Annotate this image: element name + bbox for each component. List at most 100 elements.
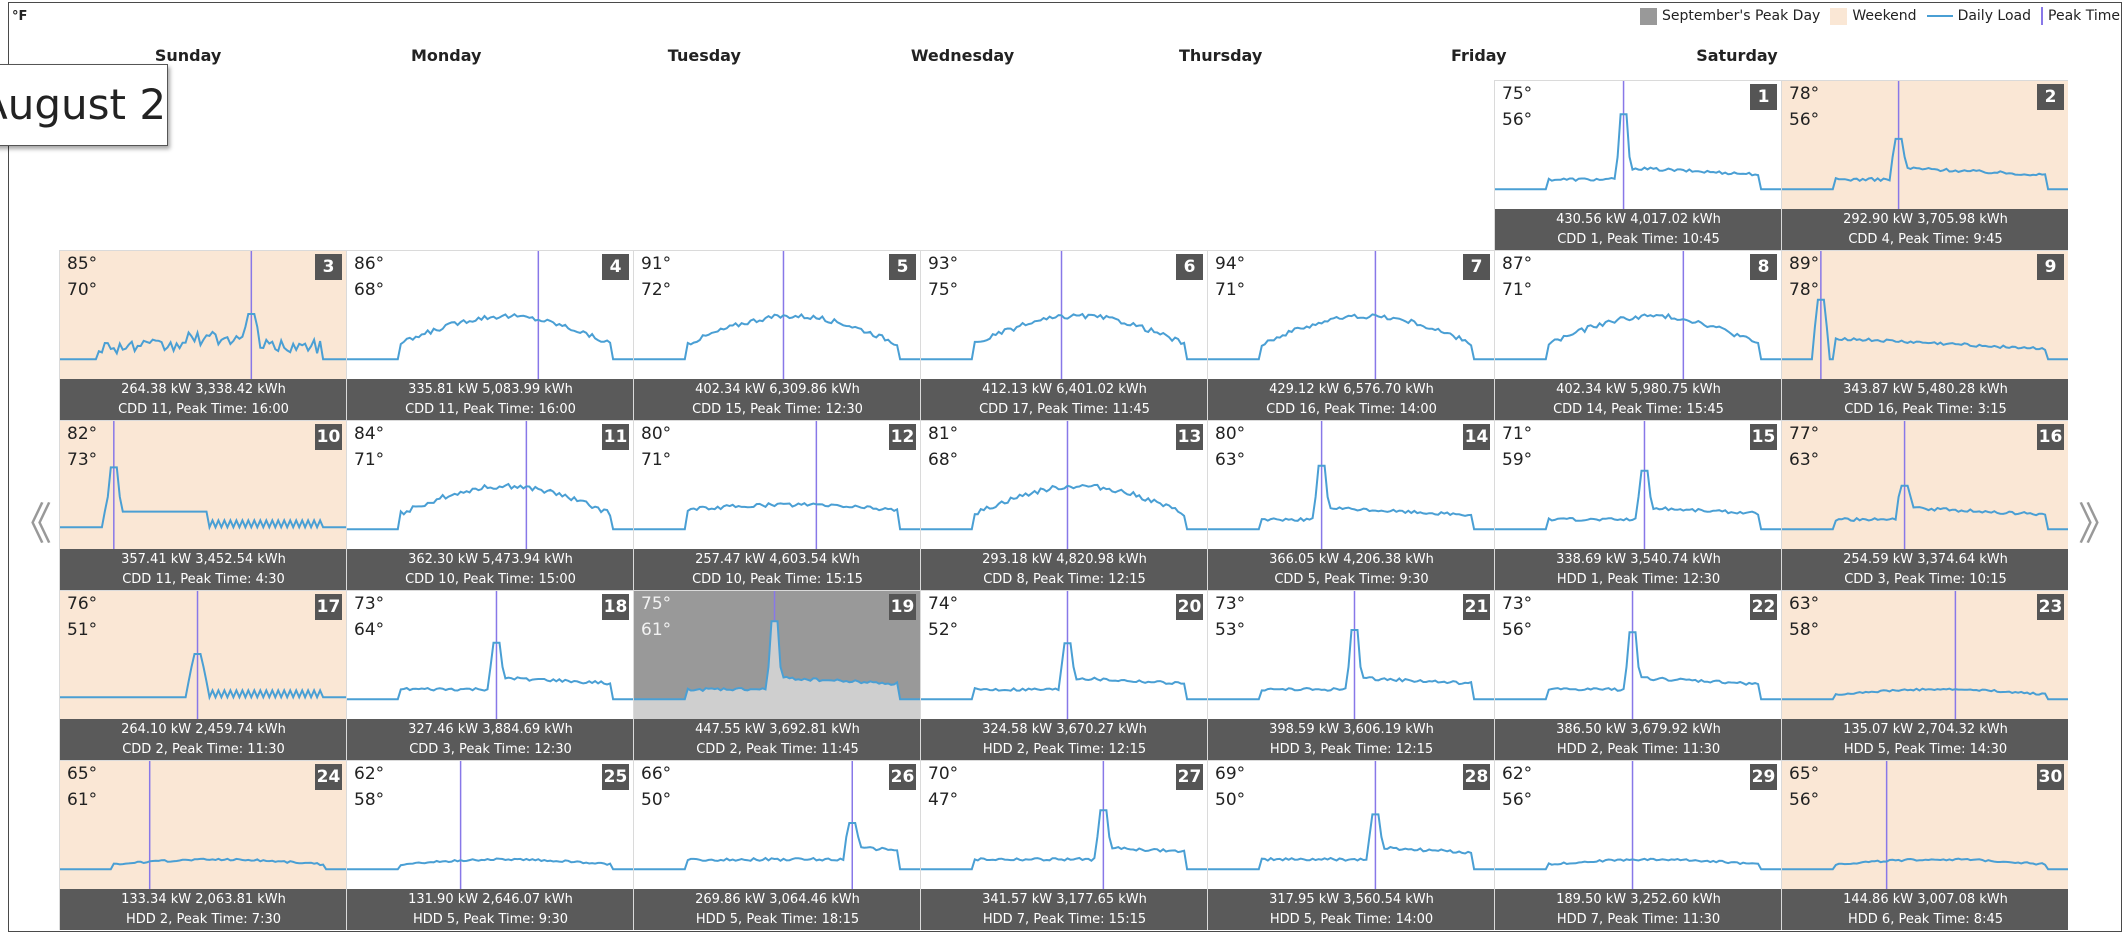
legend-item-september-s-peak-day: September's Peak Day xyxy=(1640,7,1820,25)
day-chart-area xyxy=(347,591,633,719)
day-summary: 335.81 kW 5,083.99 kWh CDD 11, Peak Time:… xyxy=(347,379,633,420)
day-cell[interactable]: 75° 61° 19 447.55 kW 3,692.81 kWh CDD 2, Pea… xyxy=(633,590,920,760)
day-cell[interactable]: 73° 64° 18 327.46 kW 3,884.69 kWh CDD 3, Pea… xyxy=(346,590,633,760)
load-summary: 447.55 kW 3,692.81 kWh xyxy=(695,722,860,737)
daily-load-line xyxy=(1208,629,1494,701)
daily-load-chart xyxy=(1495,761,1781,889)
high-temperature: 66° xyxy=(641,764,672,784)
day-chart-area xyxy=(347,251,633,379)
daily-load-line xyxy=(1782,857,2068,871)
load-summary: 398.59 kW 3,606.19 kWh xyxy=(1269,722,1434,737)
daily-load-chart xyxy=(634,251,920,379)
day-cell[interactable]: 78° 56° 2 292.90 kW 3,705.98 kWh CDD 4, Peak… xyxy=(1781,80,2068,250)
day-cell[interactable]: 65° 56° 30 144.86 kW 3,007.08 kWh HDD 6, Pea… xyxy=(1781,760,2068,930)
day-cell[interactable]: 74° 52° 20 324.58 kW 3,670.27 kWh HDD 2, Pea… xyxy=(920,590,1207,760)
high-temperature: 76° xyxy=(67,594,98,614)
day-cell[interactable]: 86° 68° 4 335.81 kW 5,083.99 kWh CDD 11, Pea… xyxy=(346,250,633,420)
daily-load-chart xyxy=(1495,591,1781,719)
daily-load-chart xyxy=(1208,251,1494,379)
day-cell[interactable]: 62° 56° 29 189.50 kW 3,252.60 kWh HDD 7, Pea… xyxy=(1494,760,1781,930)
day-chart-area xyxy=(1208,761,1494,889)
next-month-button[interactable]: 》 xyxy=(2078,499,2122,550)
weekday-friday: Friday xyxy=(1451,46,1507,65)
daily-load-chart xyxy=(60,591,346,719)
load-summary: 338.69 kW 3,540.74 kWh xyxy=(1556,552,1721,567)
day-chart-area xyxy=(1782,761,2068,889)
high-temperature: 62° xyxy=(1502,764,1533,784)
day-cell[interactable]: 69° 50° 28 317.95 kW 3,560.54 kWh HDD 5, Pea… xyxy=(1207,760,1494,930)
load-summary: 343.87 kW 5,480.28 kWh xyxy=(1843,382,2008,397)
daily-load-chart xyxy=(1208,591,1494,719)
day-cell[interactable]: 62° 58° 25 131.90 kW 2,646.07 kWh HDD 5, Pea… xyxy=(346,760,633,930)
daily-load-line xyxy=(60,313,346,361)
day-cell[interactable]: 89° 78° 9 343.87 kW 5,480.28 kWh CDD 16, Pea… xyxy=(1781,250,2068,420)
day-cell[interactable]: 66° 50° 26 269.86 kW 3,064.46 kWh HDD 5, Pea… xyxy=(633,760,920,930)
legend-item-peak-time: Peak Time xyxy=(2041,7,2120,25)
day-cell[interactable]: 77° 63° 16 254.59 kW 3,374.64 kWh CDD 3, Pea… xyxy=(1781,420,2068,590)
day-number: 2 xyxy=(2037,84,2064,110)
low-temperature: 51° xyxy=(67,620,98,640)
low-temperature: 59° xyxy=(1502,450,1533,470)
day-cell[interactable]: 91° 72° 5 402.34 kW 6,309.86 kWh CDD 15, Pea… xyxy=(633,250,920,420)
daily-load-chart xyxy=(347,421,633,549)
high-temperature: 78° xyxy=(1789,84,1820,104)
day-summary: 131.90 kW 2,646.07 kWh HDD 5, Peak Time: … xyxy=(347,889,633,930)
day-summary: 293.18 kW 4,820.98 kWh CDD 8, Peak Time: … xyxy=(921,549,1207,590)
day-cell[interactable]: 80° 71° 12 257.47 kW 4,603.54 kWh CDD 10, Pe… xyxy=(633,420,920,590)
day-cell[interactable]: 75° 56° 1 430.56 kW 4,017.02 kWh CDD 1, Peak… xyxy=(1494,80,1781,250)
day-summary: 292.90 kW 3,705.98 kWh CDD 4, Peak Time: … xyxy=(1782,209,2068,250)
day-cell[interactable]: 87° 71° 8 402.34 kW 5,980.75 kWh CDD 14, Pea… xyxy=(1494,250,1781,420)
daily-load-chart xyxy=(347,251,633,379)
day-cell[interactable]: 70° 47° 27 341.57 kW 3,177.65 kWh HDD 7, Pea… xyxy=(920,760,1207,930)
low-temperature: 73° xyxy=(67,450,98,470)
day-number: 25 xyxy=(602,764,629,790)
day-cell[interactable]: 82° 73° 10 357.41 kW 3,452.54 kWh CDD 11, Pe… xyxy=(59,420,346,590)
daily-load-chart xyxy=(634,761,920,889)
low-temperature: 75° xyxy=(928,280,959,300)
day-number: 14 xyxy=(1463,424,1490,450)
high-temperature: 81° xyxy=(928,424,959,444)
day-summary: 269.86 kW 3,064.46 kWh HDD 5, Peak Time: … xyxy=(634,889,920,930)
calendar-frame xyxy=(8,2,2122,932)
load-summary: 317.95 kW 3,560.54 kWh xyxy=(1269,892,1434,907)
load-summary: 254.59 kW 3,374.64 kWh xyxy=(1843,552,2008,567)
daily-load-line xyxy=(1782,298,2068,361)
low-temperature: 61° xyxy=(641,620,672,640)
day-cell[interactable]: 80° 63° 14 366.05 kW 4,206.38 kWh CDD 5, Pea… xyxy=(1207,420,1494,590)
degree-day-peak-time: HDD 2, Peak Time: 7:30 xyxy=(126,912,281,927)
high-temperature: 94° xyxy=(1215,254,1246,274)
day-summary: 257.47 kW 4,603.54 kWh CDD 10, Peak Time:… xyxy=(634,549,920,590)
day-cell[interactable]: 81° 68° 13 293.18 kW 4,820.98 kWh CDD 8, Pea… xyxy=(920,420,1207,590)
day-chart-area xyxy=(634,251,920,379)
weekday-tuesday: Tuesday xyxy=(667,46,741,65)
legend-item-daily-load: Daily Load xyxy=(1926,8,2031,24)
day-chart-area xyxy=(60,591,346,719)
day-cell[interactable]: 93° 75° 6 412.13 kW 6,401.02 kWh CDD 17, Pea… xyxy=(920,250,1207,420)
day-cell[interactable]: 73° 56° 22 386.50 kW 3,679.92 kWh HDD 2, Pea… xyxy=(1494,590,1781,760)
day-cell[interactable]: 84° 71° 11 362.30 kW 5,473.94 kWh CDD 10, Pe… xyxy=(346,420,633,590)
day-cell[interactable]: 94° 71° 7 429.12 kW 6,576.70 kWh CDD 16, Pea… xyxy=(1207,250,1494,420)
daily-load-chart xyxy=(1208,421,1494,549)
day-cell[interactable]: 85° 70° 3 264.38 kW 3,338.42 kWh CDD 11, Pea… xyxy=(59,250,346,420)
day-cell[interactable]: 71° 59° 15 338.69 kW 3,540.74 kWh HDD 1, Pea… xyxy=(1494,420,1781,590)
low-temperature: 71° xyxy=(641,450,672,470)
load-summary: 269.86 kW 3,064.46 kWh xyxy=(695,892,860,907)
degree-day-peak-time: CDD 17, Peak Time: 11:45 xyxy=(979,402,1150,417)
load-summary: 430.56 kW 4,017.02 kWh xyxy=(1556,212,1721,227)
daily-load-chart xyxy=(60,421,346,549)
day-summary: 338.69 kW 3,540.74 kWh HDD 1, Peak Time: … xyxy=(1495,549,1781,590)
previous-month-button[interactable]: 《 xyxy=(8,499,52,550)
degree-day-peak-time: CDD 11, Peak Time: 16:00 xyxy=(405,402,576,417)
load-summary: 402.34 kW 6,309.86 kWh xyxy=(695,382,860,397)
day-cell[interactable]: 65° 61° 24 133.34 kW 2,063.81 kWh HDD 2, Pea… xyxy=(59,760,346,930)
daily-load-line xyxy=(921,809,1207,871)
day-summary: 324.58 kW 3,670.27 kWh HDD 2, Peak Time: … xyxy=(921,719,1207,760)
day-chart-area xyxy=(921,591,1207,719)
day-cell[interactable]: 63° 58° 23 135.07 kW 2,704.32 kWh HDD 5, Pea… xyxy=(1781,590,2068,760)
high-temperature: 84° xyxy=(354,424,385,444)
day-cell[interactable]: 76° 51° 17 264.10 kW 2,459.74 kWh CDD 2, Pea… xyxy=(59,590,346,760)
day-number: 23 xyxy=(2037,594,2064,620)
high-temperature: 89° xyxy=(1789,254,1820,274)
day-cell[interactable]: 73° 53° 21 398.59 kW 3,606.19 kWh HDD 3, Pea… xyxy=(1207,590,1494,760)
degree-day-peak-time: HDD 7, Peak Time: 15:15 xyxy=(982,912,1147,927)
